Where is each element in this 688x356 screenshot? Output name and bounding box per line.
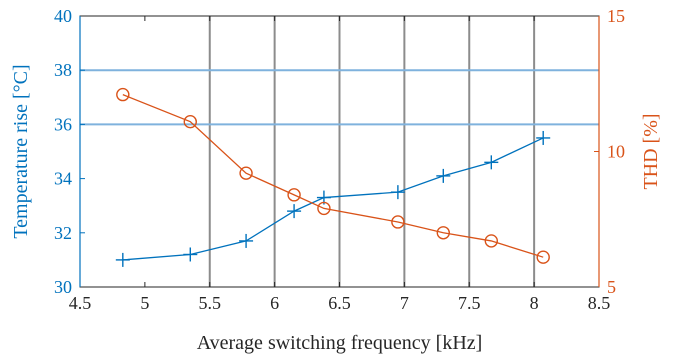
- data-point-temperature: [436, 168, 451, 183]
- data-point-temperature: [239, 233, 254, 248]
- y-left-tick-label: 40: [54, 6, 72, 26]
- x-tick-label: 7: [400, 293, 409, 313]
- y-left-tick-label: 32: [54, 223, 72, 243]
- y-left-tick-label: 38: [54, 60, 72, 80]
- data-point-temperature: [287, 204, 302, 219]
- x-tick-label: 5: [140, 293, 149, 313]
- y-right-tick-label: 5: [607, 277, 616, 297]
- data-point-thd: [391, 215, 405, 229]
- x-tick-label: 8.5: [588, 293, 611, 313]
- data-point-thd: [239, 166, 253, 180]
- data-point-thd: [484, 234, 499, 248]
- data-point-temperature: [390, 185, 405, 200]
- data-point-temperature: [484, 155, 499, 170]
- series-layer: [115, 87, 551, 267]
- y-right-axis-label: THD [%]: [640, 113, 662, 189]
- x-tick-label: 4.5: [69, 293, 92, 313]
- data-point-thd: [116, 87, 130, 102]
- x-tick-label: 7.5: [458, 293, 481, 313]
- x-tick-label: 6.5: [328, 293, 351, 313]
- x-tick-label: 8: [530, 293, 539, 313]
- data-point-thd: [536, 250, 550, 264]
- x-tick-label: 6: [270, 293, 279, 313]
- data-point-thd: [317, 201, 331, 216]
- y-right-tick-label: 10: [607, 142, 625, 162]
- y-right-tick-label: 15: [607, 6, 625, 26]
- data-point-thd: [287, 188, 301, 202]
- y-left-tick-label: 36: [54, 114, 72, 134]
- data-point-thd: [183, 114, 197, 129]
- x-axis-label: Average switching frequency [kHz]: [197, 332, 483, 354]
- y-left-tick-label: 30: [54, 277, 72, 297]
- x-tick-label: 5.5: [199, 293, 222, 313]
- data-point-temperature: [115, 252, 130, 267]
- grid: [80, 16, 599, 287]
- y-left-tick-label: 34: [54, 169, 72, 189]
- series-line-right: [122, 93, 544, 258]
- y-right-axis: 5 10 15: [594, 6, 625, 297]
- data-point-temperature: [183, 247, 198, 262]
- data-point-temperature: [536, 130, 551, 145]
- y-left-axis-label: Temperature rise [°C]: [10, 64, 32, 238]
- data-point-thd: [436, 226, 450, 240]
